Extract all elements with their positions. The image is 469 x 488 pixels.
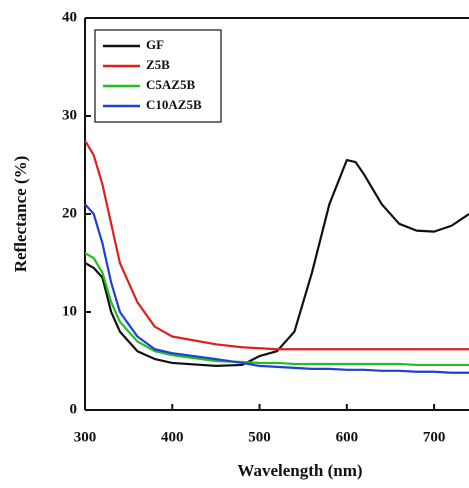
legend-label: C10AZ5B bbox=[146, 97, 202, 112]
y-tick-label: 40 bbox=[62, 9, 77, 25]
y-tick-label: 10 bbox=[62, 303, 77, 319]
x-tick-label: 500 bbox=[248, 429, 271, 445]
x-tick-label: 600 bbox=[336, 429, 359, 445]
legend-label: Z5B bbox=[146, 57, 170, 72]
y-axis-label: Reflectance (%) bbox=[11, 156, 30, 273]
data-line bbox=[84, 159, 469, 367]
data-line bbox=[84, 139, 469, 351]
y-tick-label: 30 bbox=[62, 107, 77, 123]
y-tick-label: 20 bbox=[62, 205, 77, 221]
x-axis-label: Wavelength (nm) bbox=[237, 461, 362, 480]
legend-label: GF bbox=[146, 37, 164, 52]
data-line bbox=[84, 203, 469, 374]
x-tick-label: 300 bbox=[74, 429, 97, 445]
x-tick-label: 700 bbox=[423, 429, 446, 445]
data-line bbox=[84, 252, 469, 367]
legend-label: C5AZ5B bbox=[146, 77, 195, 92]
x-tick-label: 400 bbox=[161, 429, 184, 445]
y-tick-label: 0 bbox=[70, 401, 78, 417]
